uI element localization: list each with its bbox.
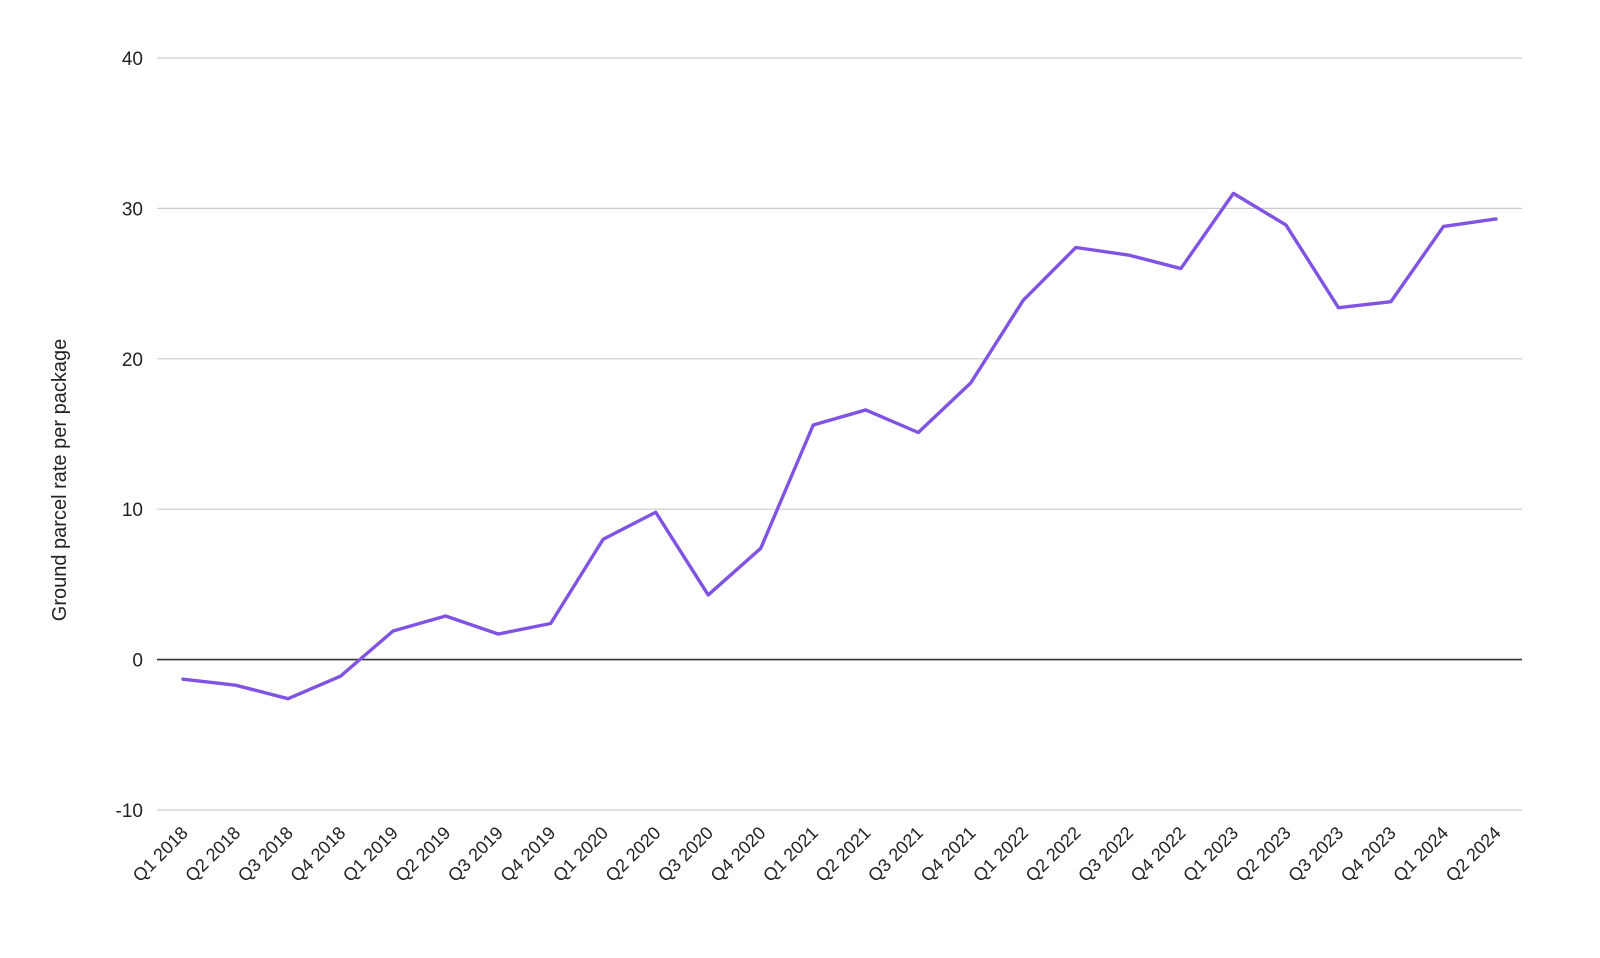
x-tick-label: Q4 2020: [707, 823, 770, 886]
data-point: [705, 592, 711, 598]
x-tick-label: Q1 2021: [759, 823, 822, 886]
x-tick-label: Q4 2018: [286, 823, 349, 886]
series-group: [180, 190, 1499, 702]
gridlines: [157, 57, 1522, 811]
data-point: [1073, 245, 1079, 251]
y-tick-label: 0: [132, 651, 143, 672]
x-tick-label: Q2 2023: [1232, 823, 1295, 886]
x-tick-label: Q3 2019: [444, 823, 507, 886]
y-tick-label: 30: [122, 199, 143, 220]
x-tick-label: Q3 2018: [234, 823, 297, 886]
data-point: [338, 673, 344, 679]
data-point: [495, 631, 501, 637]
x-tick-label: Q2 2020: [602, 823, 665, 886]
x-tick-label: Q2 2021: [812, 823, 875, 886]
x-tick-label: Q4 2022: [1127, 823, 1190, 886]
x-tick-label: Q1 2019: [339, 823, 402, 886]
x-tick-label: Q3 2021: [864, 823, 927, 886]
data-point: [758, 545, 764, 551]
data-point: [285, 696, 291, 702]
data-point: [443, 613, 449, 619]
y-axis-ticks: -10 0 10 20 30 40: [116, 49, 143, 822]
x-tick-label: Q2 2019: [391, 823, 454, 886]
data-point: [653, 509, 659, 515]
data-point: [1283, 222, 1289, 228]
x-tick-label: Q2 2018: [181, 823, 244, 886]
x-tick-label: Q2 2024: [1442, 823, 1505, 886]
data-point: [1335, 305, 1341, 311]
data-point: [1125, 252, 1131, 258]
x-tick-label: Q3 2022: [1074, 823, 1137, 886]
x-tick-label: Q3 2023: [1284, 823, 1347, 886]
x-tick-label: Q3 2020: [654, 823, 717, 886]
x-tick-label: Q1 2022: [969, 823, 1032, 886]
y-axis-title: Ground parcel rate per package: [49, 339, 71, 621]
series-line: [181, 191, 1498, 701]
data-point: [968, 380, 974, 386]
data-point: [1493, 216, 1499, 222]
data-point: [600, 536, 606, 542]
data-point: [390, 628, 396, 634]
data-point: [233, 682, 239, 688]
data-point: [863, 407, 869, 413]
x-tick-label: Q4 2019: [496, 823, 559, 886]
y-tick-label: -10: [116, 801, 143, 822]
x-tick-label: Q4 2021: [917, 823, 980, 886]
data-point: [180, 676, 186, 682]
data-point: [1230, 190, 1236, 196]
data-point: [1388, 299, 1394, 305]
y-tick-label: 10: [122, 500, 143, 521]
x-tick-label: Q1 2018: [129, 823, 192, 886]
x-tick-label: Q1 2024: [1389, 823, 1452, 886]
data-point: [548, 621, 554, 627]
data-point: [915, 429, 921, 435]
x-tick-label: Q1 2023: [1179, 823, 1242, 886]
data-point: [810, 422, 816, 428]
data-point: [1178, 266, 1184, 272]
x-tick-label: Q2 2022: [1022, 823, 1085, 886]
x-tick-label: Q4 2023: [1337, 823, 1400, 886]
data-point: [1020, 297, 1026, 303]
x-tick-label: Q1 2020: [549, 823, 612, 886]
y-tick-label: 20: [122, 350, 143, 371]
data-point: [1440, 223, 1446, 229]
y-tick-label: 40: [122, 49, 143, 70]
